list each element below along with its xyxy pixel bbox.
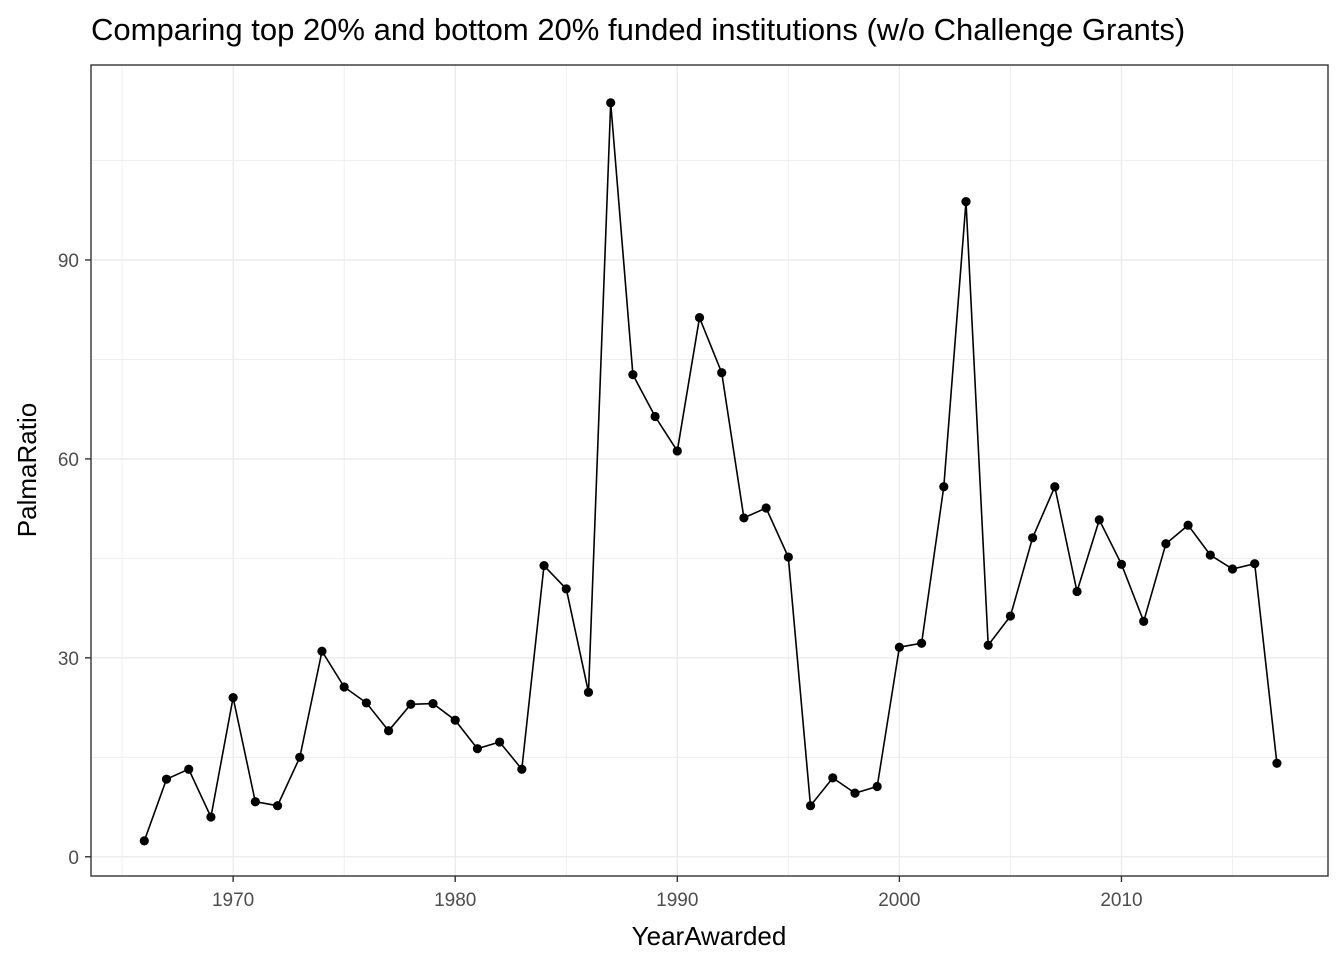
data-point <box>606 98 616 108</box>
data-point <box>428 698 438 709</box>
data-point <box>406 699 416 709</box>
data-point <box>650 411 660 422</box>
data-point <box>539 561 549 571</box>
chart-title: Comparing top 20% and bottom 20% funded … <box>91 12 1185 47</box>
data-point <box>339 682 349 692</box>
data-point <box>561 584 571 594</box>
data-point <box>139 836 149 846</box>
data-point <box>295 752 305 762</box>
data-point <box>1205 550 1215 560</box>
data-point <box>872 781 882 792</box>
y-axis-title: PalmaRatio <box>12 403 42 537</box>
data-point <box>1227 564 1238 574</box>
y-tick-label: 30 <box>58 649 79 670</box>
data-point <box>739 513 749 523</box>
data-point <box>583 687 594 697</box>
data-point <box>1072 586 1082 597</box>
data-point <box>1005 611 1016 621</box>
data-point <box>495 737 505 747</box>
y-tick-label: 60 <box>58 450 79 471</box>
data-point <box>1250 559 1260 569</box>
x-axis-title: YearAwarded <box>632 921 787 951</box>
series-line <box>143 102 1278 842</box>
data-point <box>761 503 771 513</box>
data-point <box>1183 520 1193 530</box>
data-point <box>1094 515 1104 525</box>
data-point <box>1161 539 1171 549</box>
x-tick-label: 1990 <box>656 890 698 911</box>
data-point <box>383 726 394 736</box>
x-tick-label: 1970 <box>212 890 254 911</box>
data-point <box>828 773 838 783</box>
data-point <box>228 693 238 703</box>
axes: 1970 1980 1990 2000 2010 0 30 60 90 <box>58 251 1143 911</box>
data-point <box>317 646 327 656</box>
data-point <box>206 812 216 822</box>
data-point <box>916 638 927 648</box>
data-point <box>184 764 194 774</box>
data-point <box>850 788 860 798</box>
data-point <box>961 197 971 207</box>
data-point <box>472 744 483 754</box>
data-point <box>805 801 816 811</box>
data-point <box>894 642 904 652</box>
data-point <box>694 313 705 323</box>
data-point <box>517 764 527 774</box>
data-point <box>272 801 283 811</box>
y-tick-label: 0 <box>68 848 79 869</box>
x-tick-label: 2000 <box>878 890 920 911</box>
data-point <box>1116 559 1127 569</box>
data-point <box>1272 758 1282 768</box>
data-point <box>250 797 260 807</box>
data-point <box>983 640 993 650</box>
data-point <box>783 552 793 562</box>
data-point <box>1028 533 1038 543</box>
data-point <box>1050 482 1060 492</box>
gridlines <box>91 65 1328 876</box>
x-tick-label: 2010 <box>1100 890 1142 911</box>
data-point <box>361 698 371 708</box>
data-point <box>628 370 638 380</box>
data-point <box>672 446 682 456</box>
data-point <box>1139 616 1149 626</box>
plot-panel-border <box>90 64 1329 877</box>
data-point <box>939 482 949 492</box>
data-point <box>450 715 460 725</box>
x-tick-label: 1980 <box>434 890 476 911</box>
data-point <box>161 774 172 784</box>
data-point <box>717 368 727 378</box>
series-group <box>139 98 1282 846</box>
y-tick-label: 90 <box>58 251 79 272</box>
